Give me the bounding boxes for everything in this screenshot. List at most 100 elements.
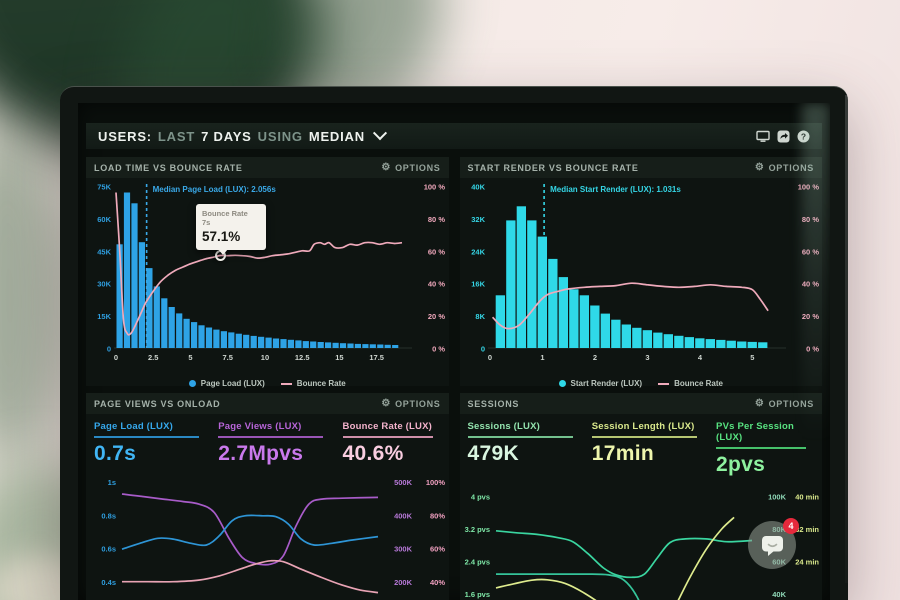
options-button[interactable]: ⚙ OPTIONS [381, 397, 441, 409]
left-axis: 75K 60K 45K 30K 15K 0 [97, 183, 111, 354]
axis-tick: 60K [97, 215, 111, 224]
series-line [122, 559, 379, 594]
axis-tick: 30K [97, 280, 111, 289]
axis-tick: 100K [768, 493, 787, 502]
legend-swatch [280, 382, 292, 385]
page-title: USERS: LAST 7 DAYS USING MEDIAN [98, 126, 387, 144]
left-axis: 40K 32K 24K 16K 8K 0 [471, 183, 485, 354]
axis-tick: 5 [188, 353, 192, 362]
bounce-rate-line [491, 282, 769, 330]
gear-icon: ⚙ [754, 397, 765, 409]
panel-title: START RENDER VS BOUNCE RATE [467, 162, 639, 173]
axis-tick: 80 % [428, 215, 445, 224]
axis-tick: 32 min [795, 525, 819, 534]
panels-grid: LOAD TIME VS BOUNCE RATE ⚙ OPTIONS 75K 60… [86, 157, 822, 600]
dashboard-screen: USERS: LAST 7 DAYS USING MEDIAN ? [78, 103, 830, 600]
axis-tick: 2.5 [148, 353, 158, 362]
options-button[interactable]: ⚙ OPTIONS [754, 397, 814, 409]
axis-tick: 400K [394, 511, 413, 520]
axis-tick: 1 [540, 353, 544, 362]
axis-tick: 0 [114, 353, 118, 362]
chat-bubble-icon [761, 535, 783, 556]
title-segment: USERS: [98, 128, 152, 144]
axis-tick: 2.4 pvs [464, 557, 489, 566]
panel-start-render: START RENDER VS BOUNCE RATE ⚙ OPTIONS 40… [459, 157, 822, 388]
metrics-row: Page Load (LUX) 0.7s Page Views (LUX) 2.… [86, 414, 449, 468]
monitor-icon[interactable] [756, 130, 770, 143]
series-line [495, 516, 735, 600]
chevron-down-icon[interactable] [372, 126, 387, 141]
panel-sessions: SESSIONS ⚙ OPTIONS Sessions (LUX) 479K [459, 393, 823, 600]
series-line [121, 514, 379, 551]
notification-badge: 4 [783, 518, 799, 534]
tooltip: Bounce Rate 7s 57.1% [196, 204, 266, 255]
laptop: USERS: LAST 7 DAYS USING MEDIAN ? [60, 86, 848, 600]
chart-area: 1s 0.8s 0.6s 0.4s 500K 100% 400K 80% 300K 60% 200K… [86, 468, 449, 600]
axis-tick: Median Start Render (LUX): 1.031s [550, 185, 681, 194]
axis-tick: 300K [394, 545, 413, 554]
metric-sessions: Sessions (LUX) 479K [467, 421, 582, 477]
axis-tick: 60 % [428, 247, 445, 256]
axis-tick: 7.5 [223, 353, 233, 362]
title-segment: 7 DAYS [201, 128, 252, 144]
axis-tick: 32K [471, 215, 485, 224]
axis-tick: 5 [750, 353, 754, 362]
options-button[interactable]: ⚙ OPTIONS [754, 161, 814, 173]
metric-session-length: Session Length (LUX) 17min [591, 421, 706, 477]
panel-header: LOAD TIME VS BOUNCE RATE ⚙ OPTIONS [86, 157, 449, 178]
bars-group [116, 192, 399, 348]
axis-tick: 100 % [424, 183, 446, 192]
metric-value: 2.7Mpvs [218, 442, 304, 465]
chart-canvas: 1s 0.8s 0.6s 0.4s 500K 100% 400K 80% 300K 60% 200K… [101, 478, 446, 594]
axis-tick: 2 [592, 353, 596, 362]
share-icon[interactable] [777, 130, 790, 143]
axis-tick: 80% [430, 511, 445, 520]
axis-tick: 24 min [795, 557, 819, 566]
axis-tick: 100% [426, 478, 446, 487]
axis-tick: 500K [394, 478, 413, 487]
svg-text:?: ? [801, 131, 806, 141]
axis-tick: 0.4s [101, 578, 116, 587]
axis-tick: 24K [471, 247, 485, 256]
bounce-rate-line [115, 192, 403, 336]
axis-tick: 40 % [428, 280, 445, 289]
metrics-row: Sessions (LUX) 479K Session Length (LUX)… [460, 414, 823, 479]
legend-swatch [188, 380, 196, 387]
metric-value: 2pvs [716, 453, 766, 476]
axis-tick: 0 % [432, 345, 445, 354]
axis-tick: 80 % [801, 215, 818, 224]
axis-tick: 40% [430, 578, 445, 587]
chart-legend: Page Load (LUX) Bounce Rate [86, 377, 449, 390]
axis-tick: 0 [487, 353, 491, 362]
axis-tick: 40 min [795, 493, 819, 502]
title-segment: USING [257, 128, 303, 144]
gear-icon: ⚙ [754, 161, 765, 173]
legend-swatch [558, 380, 566, 387]
axis-tick: 8K [475, 312, 485, 321]
left-axis: 1s 0.8s 0.6s 0.4s [101, 478, 116, 587]
axis-tick: 0.6s [101, 545, 116, 554]
left-axis: 4 pvs 3.2 pvs 2.4 pvs 1.6 pvs [464, 493, 489, 599]
metric-value: 0.7s [94, 442, 137, 465]
axis-tick: 1.6 pvs [464, 590, 489, 599]
title-segment: LAST [157, 128, 196, 144]
axis-tick: Median Page Load (LUX): 2.056s [153, 185, 277, 194]
axis-tick: 60 % [801, 247, 818, 256]
metric-value: 40.6% [342, 442, 404, 465]
options-button[interactable]: ⚙ OPTIONS [381, 161, 441, 173]
axis-tick: 75K [97, 183, 111, 192]
metric-pvs-per-session: PVs Per Session (LUX) 2pvs [716, 421, 814, 477]
gear-icon: ⚙ [381, 397, 392, 409]
metric-page-views: Page Views (LUX) 2.7Mpvs [218, 421, 332, 466]
panel-title: SESSIONS [467, 398, 520, 409]
axis-tick: 200K [394, 578, 413, 587]
right-axis: 100 % 80 % 60 % 40 % 20 % 0 % [424, 183, 446, 354]
tooltip-value: 57.1% [202, 229, 241, 244]
axis-tick: 17.5 [369, 353, 384, 362]
panel-header: SESSIONS ⚙ OPTIONS [459, 393, 822, 414]
x-axis: 0 2.5 5 7.5 10 12.5 15 17.5 [114, 353, 384, 362]
chat-widget[interactable]: 4 [748, 518, 799, 569]
axis-tick: 40 % [801, 280, 818, 289]
help-icon[interactable]: ? [797, 130, 810, 143]
